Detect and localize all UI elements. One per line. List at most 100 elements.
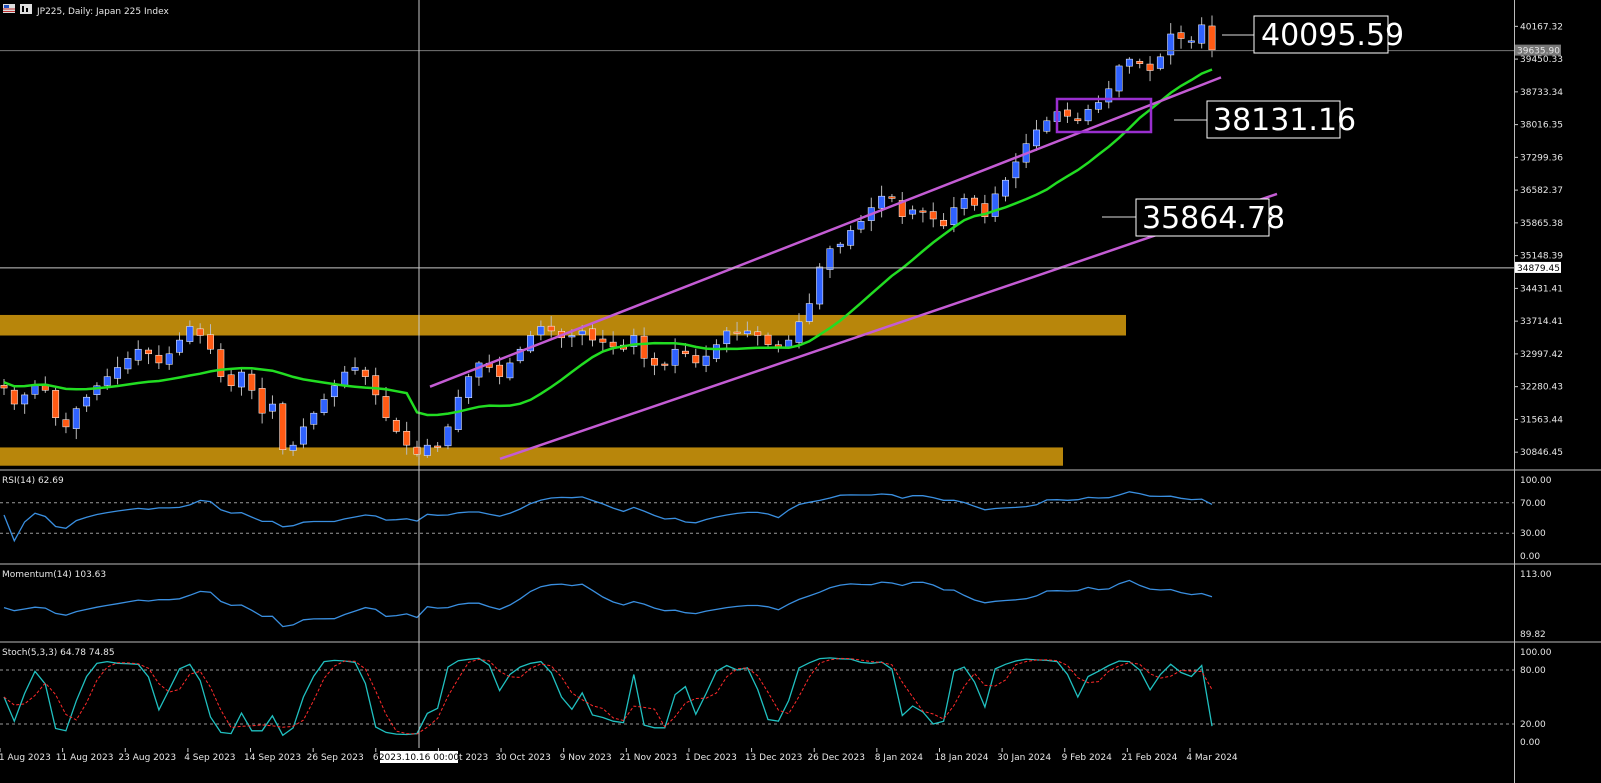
date-tick-label: 11 Aug 2023 <box>56 753 114 763</box>
candle-body <box>62 419 70 428</box>
price-tick-label: 35148.39 <box>1520 252 1563 262</box>
candle <box>960 193 968 216</box>
panel-level-label: 80.00 <box>1520 666 1546 676</box>
annotation-low[interactable]: 35864.78 <box>1102 198 1285 237</box>
candle-body <box>103 376 111 386</box>
candle <box>630 328 638 355</box>
crosshair-date-box <box>380 751 458 763</box>
candle <box>1033 119 1040 151</box>
candle-body <box>651 358 658 366</box>
candle <box>599 329 607 353</box>
date-tick-label: 13 Dec 2023 <box>745 753 803 763</box>
candle-body <box>888 196 896 199</box>
ma-path <box>3 68 1213 417</box>
chart-title: JP225, Daily: Japan 225 Index <box>36 7 169 17</box>
candle-body <box>52 390 60 418</box>
crosshair-date-label: 2023.10.16 00:00 <box>379 753 460 763</box>
candle <box>93 382 101 401</box>
crosshair-price-box <box>1515 261 1561 273</box>
candle-body <box>1187 40 1195 43</box>
candle <box>320 393 328 416</box>
candle-body <box>506 362 514 379</box>
candle-body <box>403 430 411 446</box>
candle <box>21 392 29 414</box>
panel-level-label: 100.00 <box>1520 476 1552 486</box>
date-tick-label: 21 Nov 2023 <box>619 753 677 763</box>
candle-body <box>238 371 245 388</box>
candle <box>836 242 844 254</box>
candle-body <box>1064 109 1071 117</box>
candle <box>196 323 204 344</box>
candle <box>62 412 70 434</box>
candle <box>0 378 8 396</box>
candle <box>733 321 741 341</box>
price-tick-label: 40167.32 <box>1520 22 1563 32</box>
candle <box>909 205 917 220</box>
candle <box>392 417 400 434</box>
candle <box>1146 56 1154 82</box>
candle-body <box>1084 109 1092 122</box>
trend-channel[interactable] <box>429 76 1278 461</box>
date-tick-label: 18 Oct 2023 <box>433 753 489 763</box>
candle <box>403 421 411 455</box>
consolidation-box[interactable] <box>1055 97 1153 134</box>
candle-body <box>599 338 607 343</box>
candle-body <box>10 389 18 405</box>
candle <box>114 356 122 385</box>
candle <box>981 194 989 224</box>
panel-level-label: 20.00 <box>1520 720 1546 730</box>
candle <box>1105 80 1113 109</box>
candle-body <box>1156 56 1164 69</box>
candle <box>279 401 287 455</box>
chart-icon <box>20 4 32 14</box>
candle-body <box>372 375 380 396</box>
candle <box>238 368 245 396</box>
price-tick-label: 39450.33 <box>1520 55 1563 65</box>
candle-body <box>83 396 91 407</box>
candle <box>1187 36 1195 49</box>
crosshair-price-label: 34879.45 <box>1517 264 1560 274</box>
candle-body <box>898 200 906 217</box>
candle-body <box>351 367 359 371</box>
candle <box>268 395 276 419</box>
price-tick-label: 34431.41 <box>1520 284 1563 294</box>
panel-title-stoch: Stoch(5,3,3) 64.78 74.85 <box>2 648 115 658</box>
candle <box>527 330 535 354</box>
date-tick-label: 23 Aug 2023 <box>118 753 176 763</box>
candle <box>186 320 194 345</box>
candle-body <box>795 321 803 343</box>
candle-body <box>1136 61 1144 64</box>
candle-body <box>857 221 865 230</box>
candle <box>506 357 514 381</box>
channel-upper-line <box>429 76 1222 388</box>
annotation-mid[interactable]: 38131.16 <box>1174 100 1356 139</box>
candle-body <box>661 363 669 366</box>
candle-body <box>1094 102 1102 110</box>
candle-body <box>196 328 204 336</box>
candle <box>361 366 369 385</box>
panel-level-label: 30.00 <box>1520 529 1546 539</box>
candle <box>1064 102 1071 123</box>
candle-body <box>764 334 772 345</box>
price-tick-label: 32997.42 <box>1520 350 1563 360</box>
candle <box>1136 58 1144 69</box>
candle-body <box>805 303 813 322</box>
candle-body <box>207 334 214 350</box>
candle-body <box>692 355 700 364</box>
annotation-top[interactable]: 40095.59 <box>1222 15 1404 54</box>
candle <box>651 352 658 376</box>
date-tick-label: 30 Oct 2023 <box>495 753 551 763</box>
current-price-box <box>1515 44 1561 56</box>
price-axis: 40167.32 39450.33 38733.34 38016.35 37299.36… <box>0 22 1563 458</box>
candle <box>248 369 256 400</box>
date-tick-label: 9 Nov 2023 <box>560 753 612 763</box>
date-tick-label: 9 Feb 2024 <box>1062 753 1113 763</box>
panel-level-label: 113.00 <box>1520 570 1552 580</box>
candle-body <box>919 210 927 213</box>
candle-body <box>743 330 751 335</box>
candle-body <box>878 195 886 209</box>
candle-body <box>93 385 101 395</box>
candle <box>10 386 18 410</box>
candle-body <box>516 348 524 362</box>
